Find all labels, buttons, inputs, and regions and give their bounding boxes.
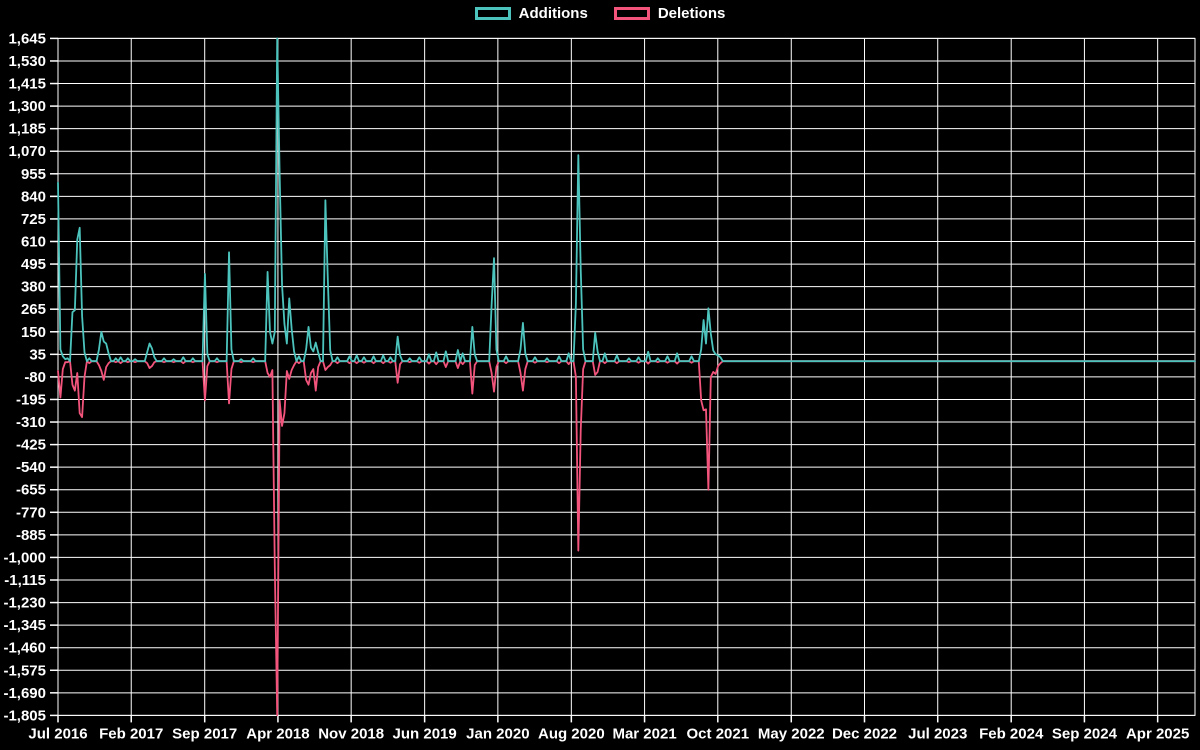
svg-text:1,415: 1,415 [8,76,46,93]
svg-text:35: 35 [29,346,46,363]
svg-text:-1,115: -1,115 [4,572,46,589]
svg-text:Nov 2018: Nov 2018 [318,725,384,742]
svg-text:-655: -655 [16,482,46,499]
additions-legend-label: Additions [518,5,588,22]
svg-text:610: 610 [21,234,46,251]
svg-text:1,300: 1,300 [8,98,46,115]
svg-text:Jun 2019: Jun 2019 [393,725,457,742]
svg-text:Apr 2025: Apr 2025 [1126,725,1189,742]
svg-text:Dec 2022: Dec 2022 [832,725,897,742]
deletions-legend-label: Deletions [657,5,726,22]
y-axis-tick-labels: 1,645 1,530 1,415 1,300 1,185 1,070 955 840 725 6… [3,30,46,724]
svg-text:Apr 2018: Apr 2018 [246,725,309,742]
svg-text:-195: -195 [16,391,46,408]
svg-text:Mar 2021: Mar 2021 [612,725,676,742]
svg-text:Oct 2021: Oct 2021 [687,725,750,742]
svg-text:1,530: 1,530 [8,53,46,70]
svg-text:150: 150 [21,324,46,341]
svg-text:-1,690: -1,690 [3,685,46,702]
svg-text:-1,805: -1,805 [3,707,46,724]
deletions-swatch-icon [613,7,650,20]
svg-text:-310: -310 [16,414,46,431]
svg-text:-1,460: -1,460 [3,640,46,657]
svg-text:265: 265 [21,301,46,318]
svg-text:-885: -885 [16,527,46,544]
svg-text:1,645: 1,645 [8,30,46,47]
svg-text:495: 495 [21,256,46,273]
svg-text:Jan 2020: Jan 2020 [466,725,529,742]
svg-text:-1,230: -1,230 [3,595,46,612]
svg-text:-1,345: -1,345 [3,617,46,634]
svg-text:-425: -425 [16,437,46,454]
chart-series-lines [57,37,1196,717]
svg-text:840: 840 [21,188,46,205]
svg-text:955: 955 [21,166,46,183]
chart-gridlines [50,37,1196,723]
chart-legend: Additions Deletions [0,6,1200,21]
svg-text:1,070: 1,070 [8,143,46,160]
svg-text:Jul 2016: Jul 2016 [28,725,87,742]
additions-swatch-icon [474,7,511,20]
svg-text:Jul 2023: Jul 2023 [908,725,967,742]
svg-text:Sep 2024: Sep 2024 [1052,725,1118,742]
svg-text:380: 380 [21,279,46,296]
x-axis-tick-labels: Jul 2016 Feb 2017 Sep 2017 Apr 2018 Nov 2018… [28,725,1189,742]
svg-text:-1,575: -1,575 [3,662,46,679]
legend-item-additions[interactable]: Additions [474,5,588,22]
svg-text:-1,000: -1,000 [3,549,46,566]
svg-text:-80: -80 [24,369,46,386]
svg-text:-540: -540 [16,459,46,476]
svg-text:Feb 2024: Feb 2024 [979,725,1044,742]
svg-text:Aug 2020: Aug 2020 [538,725,605,742]
svg-text:-770: -770 [16,504,46,521]
svg-text:Sep 2017: Sep 2017 [172,725,237,742]
svg-text:725: 725 [21,211,46,228]
svg-text:1,185: 1,185 [8,121,46,138]
legend-item-deletions[interactable]: Deletions [613,5,726,22]
svg-text:May 2022: May 2022 [758,725,825,742]
svg-text:Feb 2017: Feb 2017 [99,725,163,742]
